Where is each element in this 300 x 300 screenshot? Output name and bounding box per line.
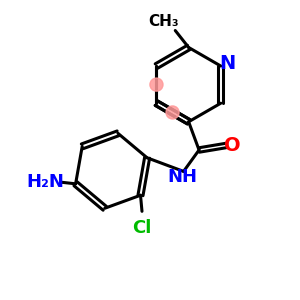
Text: O: O: [224, 136, 241, 155]
Text: N: N: [219, 54, 236, 73]
Text: NH: NH: [167, 168, 197, 186]
Text: CH₃: CH₃: [149, 14, 179, 29]
Text: Cl: Cl: [132, 219, 152, 237]
Text: H₂N: H₂N: [26, 173, 64, 191]
Circle shape: [166, 106, 179, 119]
Circle shape: [150, 78, 163, 91]
